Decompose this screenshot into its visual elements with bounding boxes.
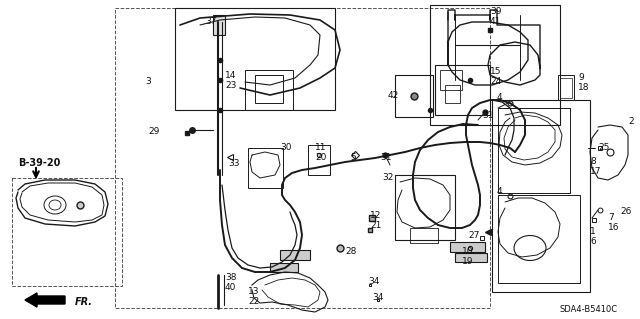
Text: 37: 37 xyxy=(205,18,216,26)
Text: 1: 1 xyxy=(590,227,596,236)
Bar xyxy=(280,250,310,260)
Text: 16: 16 xyxy=(608,224,620,233)
Text: B-39-20: B-39-20 xyxy=(18,158,60,168)
Text: 40: 40 xyxy=(225,284,236,293)
Bar xyxy=(492,100,590,292)
Text: 18: 18 xyxy=(578,84,589,93)
Text: 3: 3 xyxy=(145,78,151,86)
Text: 38: 38 xyxy=(225,273,237,283)
Bar xyxy=(498,195,580,283)
Text: 8: 8 xyxy=(590,158,596,167)
Text: 23: 23 xyxy=(225,80,236,90)
Text: 5: 5 xyxy=(350,153,356,162)
Bar xyxy=(270,263,298,272)
Bar xyxy=(308,145,330,175)
Text: 21: 21 xyxy=(370,220,381,229)
Text: 30: 30 xyxy=(280,144,291,152)
Text: 32: 32 xyxy=(382,174,394,182)
Bar xyxy=(558,75,574,100)
Text: 4: 4 xyxy=(497,93,502,102)
Text: 33: 33 xyxy=(228,159,239,167)
Bar xyxy=(115,8,490,308)
Text: 11: 11 xyxy=(315,144,326,152)
Bar xyxy=(395,75,433,117)
Bar xyxy=(255,75,283,103)
Text: 27: 27 xyxy=(468,231,479,240)
Bar xyxy=(12,178,122,286)
FancyArrow shape xyxy=(25,293,65,307)
Bar xyxy=(498,108,570,193)
Text: 2: 2 xyxy=(628,117,634,127)
Text: 34: 34 xyxy=(368,278,380,286)
Bar xyxy=(410,228,438,243)
Text: 31: 31 xyxy=(380,153,392,162)
Text: 15: 15 xyxy=(490,68,502,77)
Text: 17: 17 xyxy=(590,167,602,176)
Text: 6: 6 xyxy=(590,238,596,247)
Bar xyxy=(435,65,490,115)
Text: 7: 7 xyxy=(608,213,614,222)
Bar xyxy=(440,70,462,90)
Text: 42: 42 xyxy=(388,91,399,100)
Text: 26: 26 xyxy=(620,207,632,217)
Bar xyxy=(445,85,460,103)
Bar xyxy=(175,8,335,110)
Text: 22: 22 xyxy=(248,298,259,307)
Text: SDA4-B5410C: SDA4-B5410C xyxy=(560,306,618,315)
Bar xyxy=(430,5,560,125)
Text: FR.: FR. xyxy=(75,297,93,307)
Text: 14: 14 xyxy=(225,70,236,79)
Bar xyxy=(245,70,293,110)
Text: 29: 29 xyxy=(148,128,159,137)
Text: 9: 9 xyxy=(578,73,584,83)
Text: 31: 31 xyxy=(482,110,493,120)
Text: 34: 34 xyxy=(372,293,383,302)
Bar xyxy=(395,175,455,240)
Text: 12: 12 xyxy=(370,211,381,219)
Text: 19: 19 xyxy=(462,257,474,266)
Text: 13: 13 xyxy=(248,287,259,296)
Text: 41: 41 xyxy=(490,18,501,26)
Text: 28: 28 xyxy=(345,248,356,256)
Bar xyxy=(450,242,485,252)
Bar xyxy=(248,148,283,188)
Text: 25: 25 xyxy=(598,144,609,152)
Text: 24: 24 xyxy=(490,78,501,86)
Text: 10: 10 xyxy=(462,248,474,256)
Text: 4: 4 xyxy=(497,188,502,197)
Text: 20: 20 xyxy=(315,153,326,162)
Bar xyxy=(455,253,487,262)
Text: 39: 39 xyxy=(490,8,502,17)
Bar xyxy=(560,78,572,98)
Bar xyxy=(213,15,225,35)
